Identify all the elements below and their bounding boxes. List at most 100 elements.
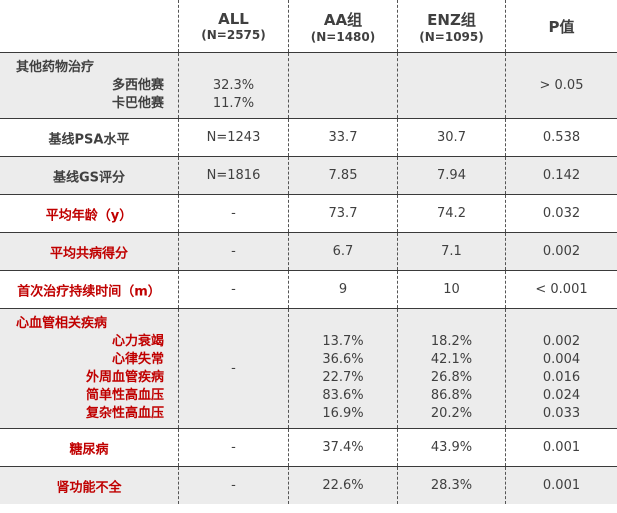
value-cell: > 0.05 xyxy=(505,53,617,118)
value-cell xyxy=(397,53,505,118)
value-cell: 7.94 xyxy=(397,157,505,194)
row-sublabel: 心律失常 xyxy=(111,352,164,367)
value-stack: 0.001 xyxy=(506,439,617,457)
value-cell: < 0.001 xyxy=(505,271,617,308)
table-row: 基线PSA水平 N=1243 33.7 30.7 0.538 xyxy=(0,118,617,156)
value: 0.538 xyxy=(542,129,581,145)
value: 0.002 xyxy=(542,243,581,259)
column-subtitle: (N=1480) xyxy=(310,29,376,44)
row-label: 平均共病得分 xyxy=(49,246,128,261)
value-cell: 30.7 xyxy=(397,119,505,156)
row-label: 基线GS评分 xyxy=(52,170,126,185)
row-sublabel: 复杂性高血压 xyxy=(85,406,164,421)
value: 28.3% xyxy=(430,477,473,493)
value: 7.1 xyxy=(441,243,462,259)
value: 20.2% xyxy=(430,406,473,421)
value: 16.9% xyxy=(322,406,364,421)
value: 0.024 xyxy=(542,388,581,403)
value-stack: N=1243 xyxy=(179,129,288,147)
value-stack: 43.9% xyxy=(398,439,505,457)
row-label-cell: 基线GS评分 xyxy=(0,157,178,194)
value: 36.6% xyxy=(322,352,364,367)
value: 18.2% xyxy=(430,334,473,349)
value: - xyxy=(231,439,236,455)
value: 0.001 xyxy=(542,477,581,493)
value: 7.85 xyxy=(328,167,358,183)
value-stack: - xyxy=(179,205,288,223)
value-cell: 13.7% 36.6% 22.7% 83.6% 16.9% xyxy=(288,309,397,428)
value: - xyxy=(231,477,236,493)
value: 74.2 xyxy=(437,205,466,221)
column-subtitle: (N=2575) xyxy=(201,28,266,42)
table-row: 平均共病得分 - 6.7 7.1 0.002 xyxy=(0,232,617,270)
value-stack: 0.032 xyxy=(506,205,617,223)
value-stack: 10 xyxy=(398,281,505,299)
value: 42.1% xyxy=(430,352,473,367)
row-label: 基线PSA水平 xyxy=(48,132,130,147)
value-cell: 0.002 xyxy=(505,233,617,270)
value-cell: 37.4% xyxy=(288,429,397,466)
row-label: 心血管相关疾病 xyxy=(16,316,108,331)
row-label: 其他药物治疗 xyxy=(16,60,95,75)
value-cell: 33.7 xyxy=(288,119,397,156)
value-cell: 9 xyxy=(288,271,397,308)
value-cell: 6.7 xyxy=(288,233,397,270)
value-stack: 0.002 0.004 0.016 0.024 0.033 xyxy=(506,333,617,423)
value-cell: N=1816 xyxy=(178,157,288,194)
value: 0.002 xyxy=(542,334,581,349)
value: 73.7 xyxy=(328,205,358,221)
row-label: 平均年龄（y） xyxy=(45,208,133,223)
value-stack: 73.7 xyxy=(289,205,397,223)
row-label-cell: 平均共病得分 xyxy=(0,233,178,270)
value: 0.001 xyxy=(542,439,581,455)
value: 86.8% xyxy=(430,388,473,403)
value: < 0.001 xyxy=(535,281,588,297)
value-stack: 0.002 xyxy=(506,243,617,261)
value-cell: - xyxy=(178,195,288,232)
value-cell: 74.2 xyxy=(397,195,505,232)
value-stack: 7.94 xyxy=(398,167,505,185)
value-cell: 0.001 xyxy=(505,429,617,466)
value-cell: 43.9% xyxy=(397,429,505,466)
value-stack: 0.142 xyxy=(506,167,617,185)
value: 0.016 xyxy=(542,370,581,385)
row-label: 糖尿病 xyxy=(69,442,109,457)
value-stack: - xyxy=(179,439,288,457)
value-stack: 7.85 xyxy=(289,167,397,185)
table-row: 糖尿病 - 37.4% 43.9% 0.001 xyxy=(0,428,617,466)
column-subtitle: (N=1095) xyxy=(419,29,484,44)
table-row: 其他药物治疗 多西他赛 卡巴他赛 32.3% 11.7% > 0.05 xyxy=(0,52,617,118)
table-row: 心血管相关疾病 心力衰竭 心律失常 外周血管疾病 简单性高血压 复杂性高血压 - 13.7% 3… xyxy=(0,308,617,428)
value: 43.9% xyxy=(430,439,473,455)
row-label-cell: 肾功能不全 xyxy=(0,467,178,504)
value-stack: - xyxy=(179,243,288,261)
value-stack: > 0.05 xyxy=(506,77,617,95)
column-title: P值 xyxy=(548,17,575,36)
row-label-cell: 其他药物治疗 多西他赛 卡巴他赛 xyxy=(0,53,178,118)
value-cell: 32.3% 11.7% xyxy=(178,53,288,118)
row-sublabel: 多西他赛 xyxy=(111,78,164,93)
value-cell: 10 xyxy=(397,271,505,308)
value: 26.8% xyxy=(430,370,473,385)
label-stack: 其他药物治疗 多西他赛 卡巴他赛 xyxy=(0,59,178,113)
value: N=1816 xyxy=(206,167,261,183)
value-cell: 0.001 xyxy=(505,467,617,504)
value-stack: 32.3% 11.7% xyxy=(179,77,288,113)
header-cell: P值 xyxy=(505,0,617,52)
value: 0.004 xyxy=(542,352,581,367)
value: 0.032 xyxy=(542,205,581,221)
value-stack: - xyxy=(179,477,288,495)
value-cell: 73.7 xyxy=(288,195,397,232)
column-title: ENZ组 xyxy=(427,10,476,29)
row-sublabel: 外周血管疾病 xyxy=(85,370,164,385)
value: - xyxy=(231,243,236,259)
row-label-cell: 平均年龄（y） xyxy=(0,195,178,232)
table-row: 肾功能不全 - 22.6% 28.3% 0.001 xyxy=(0,466,617,504)
row-label: 首次治疗持续时间（m） xyxy=(17,284,161,299)
value-stack: 6.7 xyxy=(289,243,397,261)
value: 22.7% xyxy=(322,370,364,385)
value: 32.3% xyxy=(212,78,255,93)
header-cell: AA组 (N=1480) xyxy=(288,0,397,52)
value: 22.6% xyxy=(322,477,364,493)
